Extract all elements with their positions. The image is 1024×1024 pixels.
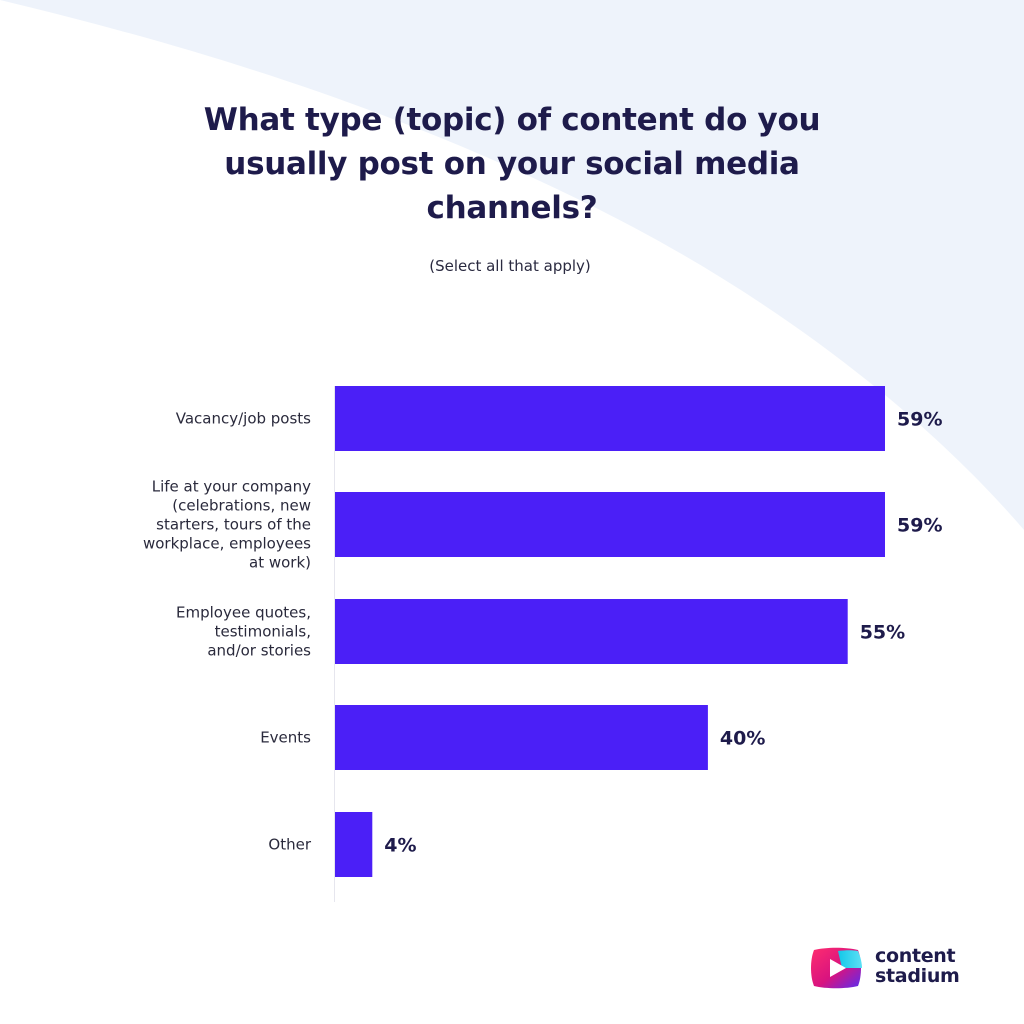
value-label-0: 59% [897, 409, 942, 431]
bar-3 [335, 705, 708, 770]
chart-title-line-3: channels? [426, 190, 598, 226]
value-label-4: 4% [384, 835, 416, 857]
category-label-2: Employee quotes, testimonials, and/or stor… [176, 604, 311, 660]
chart-title: What type (topic) of content do you usua… [0, 98, 1024, 230]
content-stadium-logo: content stadium [808, 944, 968, 992]
chart-title-line-1: What type (topic) of content do you [203, 102, 821, 138]
chart-subtitle: (Select all that apply) [429, 257, 591, 275]
play-logo-icon [811, 947, 862, 989]
bar-0 [335, 386, 885, 451]
logo-line-2: stadium [875, 965, 960, 987]
category-label-1: Life at your company (celebrations, new st… [143, 478, 311, 572]
category-label-4: Other [268, 836, 311, 854]
bar-4 [335, 812, 373, 877]
category-label-3: Events [260, 729, 311, 747]
logo-line-1: content [875, 945, 956, 967]
value-label-1: 59% [897, 515, 942, 537]
bar-1 [335, 492, 885, 557]
category-label-0: Vacancy/job posts [176, 410, 311, 428]
bar-2 [335, 599, 848, 664]
value-label-3: 40% [720, 728, 765, 750]
logo-wordmark: content stadium [875, 946, 960, 986]
value-label-2: 55% [860, 622, 905, 644]
chart-title-line-2: usually post on your social media [224, 146, 800, 182]
